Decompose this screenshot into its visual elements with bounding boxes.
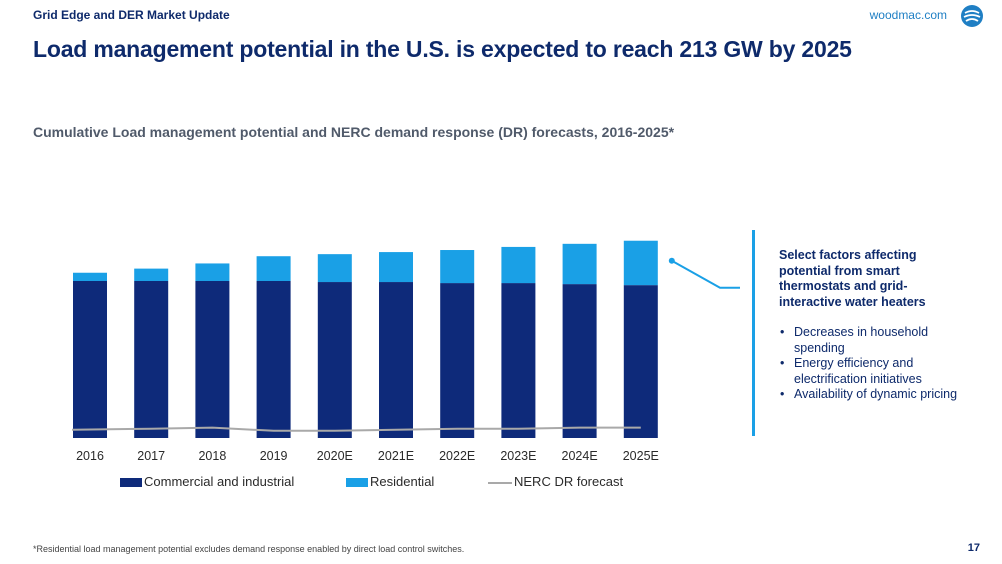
- x-tick-label: 2017: [137, 449, 165, 463]
- bar-residential-2023E: [501, 246, 536, 284]
- bar-commercial-2016: [73, 281, 107, 438]
- bar-commercial-2020E: [317, 282, 352, 438]
- stacked-bar-chart: 2016 2017 2018 2019 2020E 2021E 2022E 2023E 2024…: [71, 240, 740, 463]
- bar-residential-2019: [256, 256, 291, 282]
- bar-commercial-2023E: [501, 283, 536, 438]
- x-tick-label: 2021E: [378, 449, 414, 463]
- callout-title: Select factors affecting potential from …: [779, 248, 926, 309]
- legend-label-residential: Residential: [370, 474, 435, 489]
- bar-commercial-2025E: [623, 285, 658, 438]
- bar-commercial-2017: [134, 281, 169, 438]
- x-tick-label: 2019: [260, 449, 288, 463]
- bar-residential-2018: [195, 263, 230, 282]
- x-tick-label: 2025E: [623, 449, 659, 463]
- x-tick-label: 2020E: [317, 449, 353, 463]
- callout-item: Energy efficiency and electrification in…: [779, 356, 959, 387]
- callout-item: Decreases in household spending: [779, 325, 959, 356]
- legend-item-residential: Residential: [346, 474, 434, 490]
- bar-commercial-2018: [195, 281, 230, 438]
- legend-swatch-commercial: [120, 478, 142, 488]
- bar-residential-2025E: [623, 240, 658, 286]
- legend-label-commercial: Commercial and industrial: [144, 474, 295, 489]
- callout-item: Availability of dynamic pricing: [779, 387, 959, 403]
- bar-residential-2024E: [562, 243, 597, 285]
- legend-label-nerc: NERC DR forecast: [514, 474, 624, 489]
- bar-residential-2016: [73, 272, 107, 282]
- legend-item-nerc: NERC DR forecast: [488, 474, 623, 490]
- x-tick-label: 2022E: [439, 449, 475, 463]
- x-tick-label: 2024E: [562, 449, 598, 463]
- callout-connector-line: [671, 259, 740, 289]
- nerc-dr-forecast-line: [71, 426, 641, 432]
- chart-subtitle: Cumulative Load management potential and…: [33, 124, 675, 140]
- bar-residential-2021E: [379, 252, 413, 283]
- bar-commercial-2022E: [440, 283, 475, 438]
- bar-residential-2022E: [440, 250, 475, 284]
- section-title: Grid Edge and DER Market Update: [33, 8, 230, 22]
- legend-line-nerc: [488, 481, 512, 484]
- page-number: 17: [967, 542, 980, 554]
- site-link[interactable]: woodmac.com: [869, 8, 947, 22]
- callout-accent-bar: [752, 230, 755, 436]
- x-tick-label: 2016: [76, 449, 104, 463]
- bar-residential-2017: [134, 268, 169, 282]
- legend-swatch-residential: [346, 478, 368, 488]
- callout-list: Decreases in household spending Energy e…: [779, 325, 959, 403]
- legend-item-commercial: Commercial and industrial: [120, 474, 294, 490]
- bar-residential-2020E: [317, 254, 352, 283]
- x-tick-label: 2018: [198, 449, 226, 463]
- footnote: *Residential load management potential e…: [33, 544, 465, 554]
- woodmac-logo-icon: [961, 5, 983, 27]
- bar-commercial-2021E: [379, 282, 413, 438]
- x-tick-label: 2023E: [500, 449, 536, 463]
- bar-commercial-2019: [256, 281, 291, 438]
- page-title: Load management potential in the U.S. is…: [33, 36, 852, 62]
- bar-commercial-2024E: [562, 284, 597, 438]
